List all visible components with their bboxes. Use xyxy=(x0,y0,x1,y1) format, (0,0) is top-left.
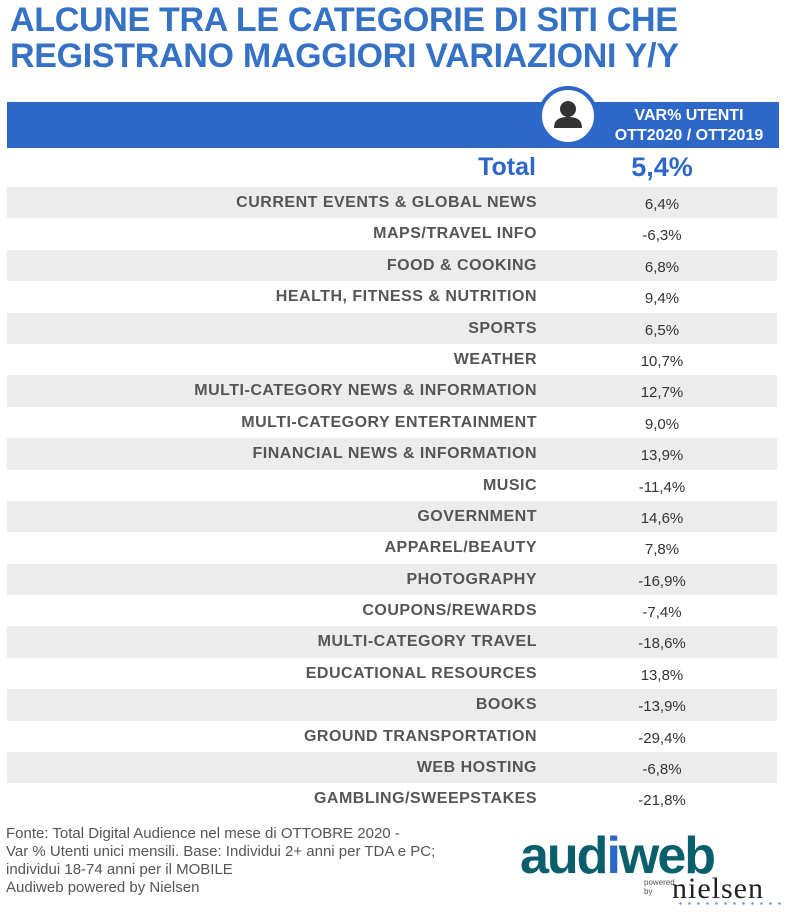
category-label: WEATHER xyxy=(453,350,537,368)
table-row: FINANCIAL NEWS & INFORMATION 13,9% xyxy=(7,438,777,470)
category-label: MULTI-CATEGORY TRAVEL xyxy=(317,633,537,651)
category-label: MAPS/TRAVEL INFO xyxy=(373,225,537,243)
table-row: MULTI-CATEGORY ENTERTAINMENT 9,0% xyxy=(7,407,777,438)
category-value: 12,7% xyxy=(640,384,684,402)
footnote-line-1: Fonte: Total Digital Audience nel mese d… xyxy=(6,825,400,842)
logo-brand-part-2: i xyxy=(606,827,621,885)
table-row: COUPONS/REWARDS -7,4% xyxy=(7,595,777,626)
category-label: HEALTH, FITNESS & NUTRITION xyxy=(275,288,537,306)
category-value: 9,4% xyxy=(644,290,680,308)
category-label: FINANCIAL NEWS & INFORMATION xyxy=(252,445,537,463)
category-label: GOVERNMENT xyxy=(417,507,537,525)
category-label: APPAREL/BEAUTY xyxy=(384,539,537,557)
logo-brand-part-1: aud xyxy=(520,827,608,885)
footnote-line-3: individui 18-74 anni per il MOBILE xyxy=(6,861,233,878)
table-row: MULTI-CATEGORY TRAVEL -18,6% xyxy=(7,626,777,658)
category-label: MUSIC xyxy=(482,476,537,494)
powered-by-label: powered by xyxy=(644,878,675,896)
table-row: MULTI-CATEGORY NEWS & INFORMATION 12,7% xyxy=(7,375,777,407)
category-label: PHOTOGRAPHY xyxy=(406,570,537,588)
table-row: EDUCATIONAL RESOURCES 13,8% xyxy=(7,658,777,689)
page-title: ALCUNE TRA LE CATEGORIE DI SITI CHE REGI… xyxy=(10,2,790,74)
table-header-bar xyxy=(7,102,779,148)
table-row: HEALTH, FITNESS & NUTRITION 9,4% xyxy=(7,281,777,312)
category-value: 6,8% xyxy=(644,258,680,276)
category-value: 6,4% xyxy=(644,196,680,213)
nielsen-dots xyxy=(676,902,786,905)
category-value: -13,9% xyxy=(638,698,686,716)
category-table: CURRENT EVENTS & GLOBAL NEWS 6,4% MAPS/TRA… xyxy=(7,187,777,815)
footnote-line-4: Audiweb powered by Nielsen xyxy=(6,879,200,896)
total-label: Total xyxy=(478,153,536,181)
category-label: CURRENT EVENTS & GLOBAL NEWS xyxy=(236,194,537,211)
table-row: GOVERNMENT 14,6% xyxy=(7,500,777,533)
footnote-line-2: Var % Utenti unici mensili. Base: Indivi… xyxy=(6,843,436,860)
audiweb-nielsen-logo: audiweb powered by nielsen xyxy=(520,828,792,908)
category-value: -6,3% xyxy=(642,227,682,245)
category-value: 10,7% xyxy=(640,352,684,370)
category-value: 6,5% xyxy=(644,321,680,339)
category-label: GAMBLING/SWEEPSTAKES xyxy=(313,790,537,808)
table-row: SPORTS 6,5% xyxy=(7,312,777,344)
category-label: SPORTS xyxy=(468,319,537,337)
category-value: -7,4% xyxy=(642,604,682,622)
category-label: COUPONS/REWARDS xyxy=(362,602,537,620)
column-header-line-1: VAR% UTENTI xyxy=(634,107,744,124)
category-value: -6,8% xyxy=(642,761,682,779)
table-row: MUSIC -11,4% xyxy=(7,470,777,501)
category-value: -18,6% xyxy=(638,635,686,653)
category-value: -21,8% xyxy=(638,792,686,810)
source-footnote: Fonte: Total Digital Audience nel mese d… xyxy=(6,825,526,897)
category-label: MULTI-CATEGORY NEWS & INFORMATION xyxy=(194,382,537,400)
powered-line-2: by xyxy=(644,887,653,896)
logo-brand-part-3: web xyxy=(618,827,716,885)
nielsen-logo: nielsen xyxy=(672,872,764,905)
audiweb-logo: audiweb xyxy=(520,827,716,885)
table-row: GROUND TRANSPORTATION -29,4% xyxy=(7,721,777,752)
category-value: 7,8% xyxy=(644,541,680,559)
table-row: CURRENT EVENTS & GLOBAL NEWS 6,4% xyxy=(7,187,777,219)
category-value: -11,4% xyxy=(638,478,686,496)
category-value: 9,0% xyxy=(644,415,680,433)
category-value: -29,4% xyxy=(638,729,686,747)
title-line-1: ALCUNE TRA LE CATEGORIE DI SITI CHE xyxy=(10,1,678,39)
category-label: FOOD & COOKING xyxy=(386,256,537,274)
title-line-2: REGISTRANO MAGGIORI VARIAZIONI Y/Y xyxy=(10,37,679,75)
total-value: 5,4% xyxy=(631,152,693,182)
category-value: -16,9% xyxy=(638,572,686,590)
table-row: GAMBLING/SWEEPSTAKES -21,8% xyxy=(7,783,777,814)
powered-line-1: powered xyxy=(644,878,675,887)
category-label: EDUCATIONAL RESOURCES xyxy=(305,664,537,682)
category-label: BOOKS xyxy=(475,696,537,714)
category-label: MULTI-CATEGORY ENTERTAINMENT xyxy=(241,413,537,431)
category-value: 14,6% xyxy=(640,509,684,527)
table-row: PHOTOGRAPHY -16,9% xyxy=(7,563,777,596)
category-value: 13,8% xyxy=(640,666,684,684)
category-label: GROUND TRANSPORTATION xyxy=(303,727,537,745)
column-header-line-2: OTT2020 / OTT2019 xyxy=(614,127,764,144)
table-row: BOOKS -13,9% xyxy=(7,689,777,721)
column-header: VAR% UTENTI OTT2020 / OTT2019 xyxy=(600,106,778,146)
table-row: FOOD & COOKING 6,8% xyxy=(7,249,777,282)
table-row: MAPS/TRAVEL INFO -6,3% xyxy=(7,218,777,249)
table-row: WEATHER 10,7% xyxy=(7,344,777,375)
category-label: WEB HOSTING xyxy=(416,759,537,777)
user-icon xyxy=(538,86,598,146)
category-value: 13,9% xyxy=(640,447,684,465)
table-row: WEB HOSTING -6,8% xyxy=(7,752,777,784)
table-row: APPAREL/BEAUTY 7,8% xyxy=(7,532,777,563)
